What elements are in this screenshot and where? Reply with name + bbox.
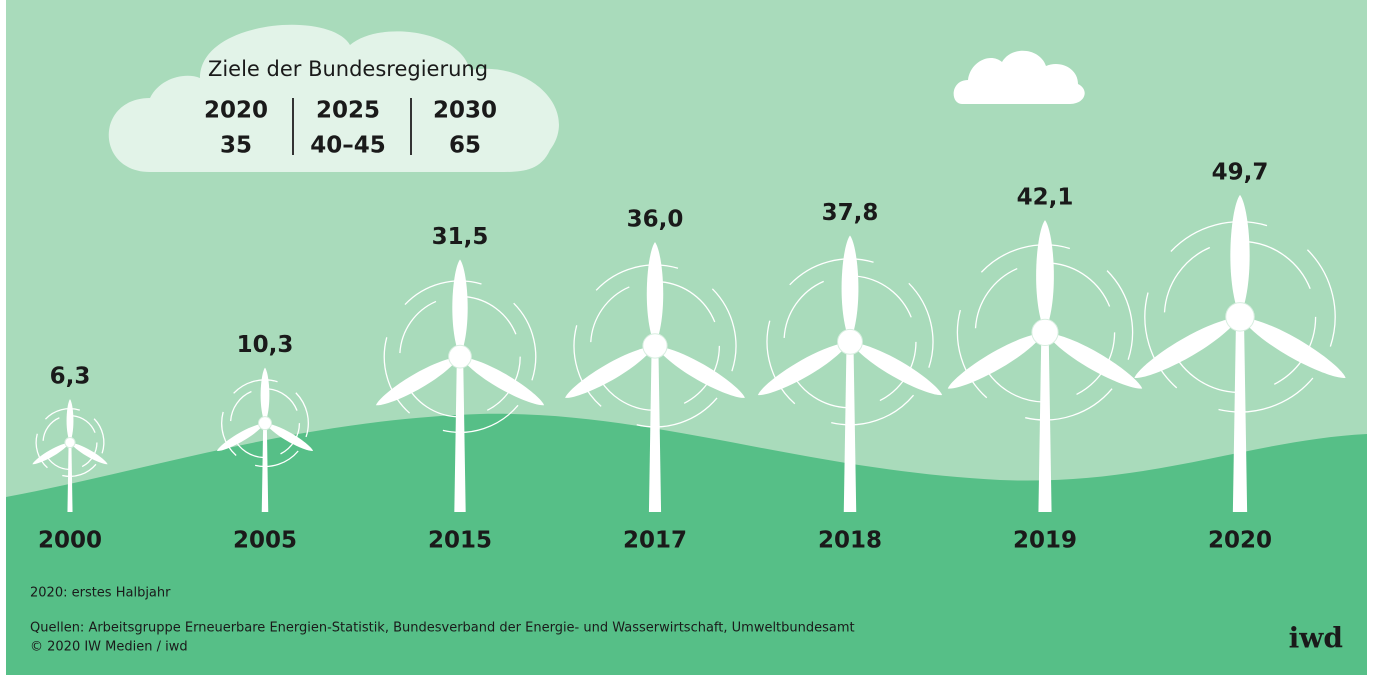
hub [65,437,75,447]
x-tick-label: 2005 [233,528,297,554]
value-label: 6,3 [50,364,91,390]
hub [643,334,667,358]
x-tick-label: 2000 [38,528,102,554]
value-label: 36,0 [627,207,684,233]
hub [838,329,863,354]
hub [449,345,472,368]
target-year: 2020 [204,98,268,124]
x-tick-label: 2020 [1208,528,1272,554]
x-tick-label: 2019 [1013,528,1077,554]
x-tick-label: 2017 [623,528,687,554]
hub [259,417,272,430]
value-label: 37,8 [822,200,879,226]
note: 2020: erstes Halbjahr [30,586,171,601]
value-label: 10,3 [237,332,294,358]
target-title: Ziele der Bundesregierung [208,57,488,81]
target-year: 2030 [433,98,497,124]
target-value: 40–45 [310,133,386,159]
logo: iwd [1289,622,1343,655]
value-label: 31,5 [432,224,489,250]
page: {"chart_data": {"type": "pictograph", "c… [0,0,1373,675]
hub [1226,303,1255,332]
x-tick-label: 2015 [428,528,492,554]
target-value: 65 [449,133,481,159]
source: Quellen: Arbeitsgruppe Erneuerbare Energ… [30,621,855,636]
target-year: 2025 [316,98,380,124]
target-value: 35 [220,133,252,159]
copyright: © 2020 IW Medien / iwd [30,640,188,655]
value-label: 42,1 [1017,185,1074,211]
x-tick-label: 2018 [818,528,882,554]
value-label: 49,7 [1212,159,1269,185]
chart: Ziele der Bundesregierung 2020: erstes H… [0,0,1373,675]
hub [1032,319,1058,345]
